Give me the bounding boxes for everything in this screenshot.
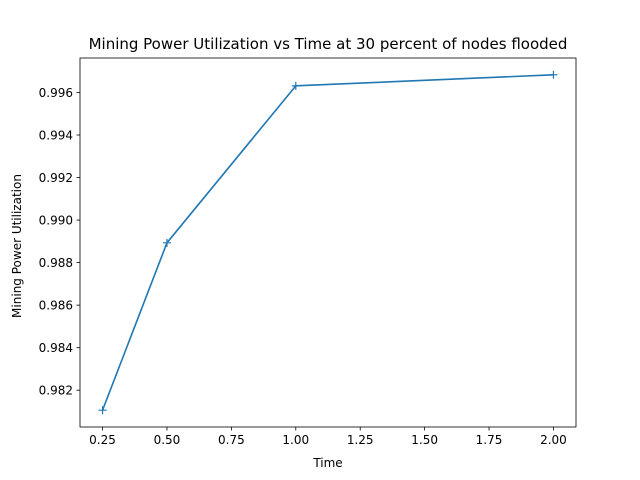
x-tick-label: 0.50	[154, 433, 181, 447]
data-point-marker	[98, 406, 107, 415]
x-tick-label: 1.00	[282, 433, 309, 447]
axes-frame	[79, 57, 577, 428]
y-tick-label: 0.996	[39, 86, 73, 100]
y-tick-label: 0.984	[39, 341, 73, 355]
data-point-marker	[549, 70, 558, 79]
series-line	[101, 74, 555, 412]
x-tick-label: 1.50	[411, 433, 438, 447]
x-tick-label: 1.25	[347, 433, 374, 447]
y-tick-label: 0.986	[39, 298, 73, 312]
x-tick-label: 0.25	[89, 433, 116, 447]
x-tick-label: 2.00	[540, 433, 567, 447]
chart-title: Mining Power Utilization vs Time at 30 p…	[89, 35, 568, 53]
y-tick-label: 0.990	[39, 213, 73, 227]
y-tick-label: 0.988	[39, 256, 73, 270]
y-tick-label: 0.982	[39, 384, 73, 398]
plot-area: 0.25 0.50 0.75 1.00 1.25 1.50 1.75 2.00 0.982 0.9…	[39, 57, 577, 447]
y-tick-label: 0.994	[39, 128, 73, 142]
y-axis-label: Mining Power Utilization	[10, 174, 24, 318]
data-point-marker	[291, 81, 300, 90]
y-tick-label: 0.992	[39, 171, 73, 185]
x-tick-label: 0.75	[218, 433, 245, 447]
data-point-marker	[162, 238, 171, 247]
x-tick-label: 1.75	[476, 433, 503, 447]
x-axis-label: Time	[312, 456, 342, 470]
